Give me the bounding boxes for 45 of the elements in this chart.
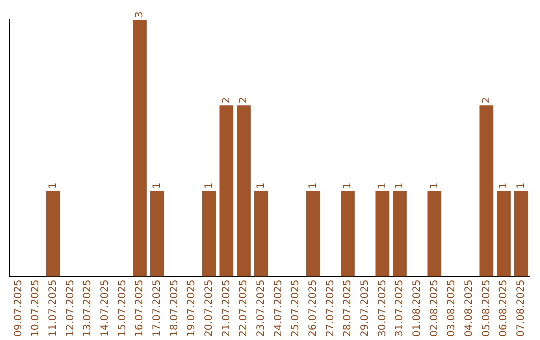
- x-tick-label: 14.07.2025: [100, 280, 111, 338]
- data-label: 1: [498, 182, 510, 190]
- x-tick-label: 02.08.2025: [429, 280, 440, 338]
- x-tick-label: 15.07.2025: [117, 280, 128, 338]
- x-tick-label: 16.07.2025: [134, 280, 146, 338]
- data-label: 1: [48, 182, 59, 190]
- x-tick-label: 06.08.2025: [498, 280, 510, 338]
- x-tick-label: 30.07.2025: [377, 280, 388, 338]
- data-label: 1: [429, 182, 440, 190]
- x-tick-label: 13.07.2025: [82, 280, 94, 338]
- x-tick-label: 03.08.2025: [446, 280, 458, 338]
- x-tick-label: 18.07.2025: [169, 280, 180, 338]
- x-tick-label: 21.07.2025: [221, 280, 232, 338]
- x-tick-label: 23.07.2025: [256, 280, 267, 338]
- data-label: 1: [342, 182, 354, 190]
- data-label: 1: [394, 182, 406, 190]
- x-tick-label: 04.08.2025: [464, 280, 475, 338]
- x-tick-label: 01.08.2025: [412, 280, 423, 338]
- x-tick-label: 31.07.2025: [394, 280, 406, 338]
- data-label: 2: [238, 97, 250, 104]
- x-tick-label: 19.07.2025: [186, 280, 198, 338]
- x-tick-label: 27.07.2025: [325, 280, 336, 338]
- data-label: 1: [256, 182, 267, 190]
- x-tick-label: 17.07.2025: [152, 280, 163, 338]
- x-tick-label: 29.07.2025: [360, 280, 371, 338]
- x-tick-label: 24.07.2025: [273, 280, 284, 338]
- data-label: 1: [377, 182, 388, 190]
- data-label: 1: [152, 182, 163, 190]
- x-tick-label: 26.07.2025: [308, 280, 319, 338]
- x-tick-label: 07.08.2025: [516, 280, 527, 338]
- data-label: 2: [481, 97, 492, 104]
- x-tick-label: 12.07.2025: [65, 280, 76, 338]
- data-label: 3: [134, 12, 146, 18]
- x-tick-label: 10.07.2025: [30, 280, 42, 338]
- x-tick-label: 09.07.2025: [13, 280, 24, 338]
- x-tick-label: 20.07.2025: [204, 280, 215, 338]
- x-tick-label: 28.07.2025: [342, 280, 354, 338]
- data-label: 1: [516, 182, 527, 190]
- data-label: 1: [204, 182, 215, 190]
- x-tick-label: 05.08.2025: [481, 280, 492, 338]
- x-tick-label: 22.07.2025: [238, 280, 250, 338]
- data-label: 1: [308, 182, 319, 190]
- x-tick-label: 25.07.2025: [290, 280, 302, 338]
- data-label: 2: [221, 97, 232, 104]
- x-tick-label: 11.07.2025: [48, 280, 59, 338]
